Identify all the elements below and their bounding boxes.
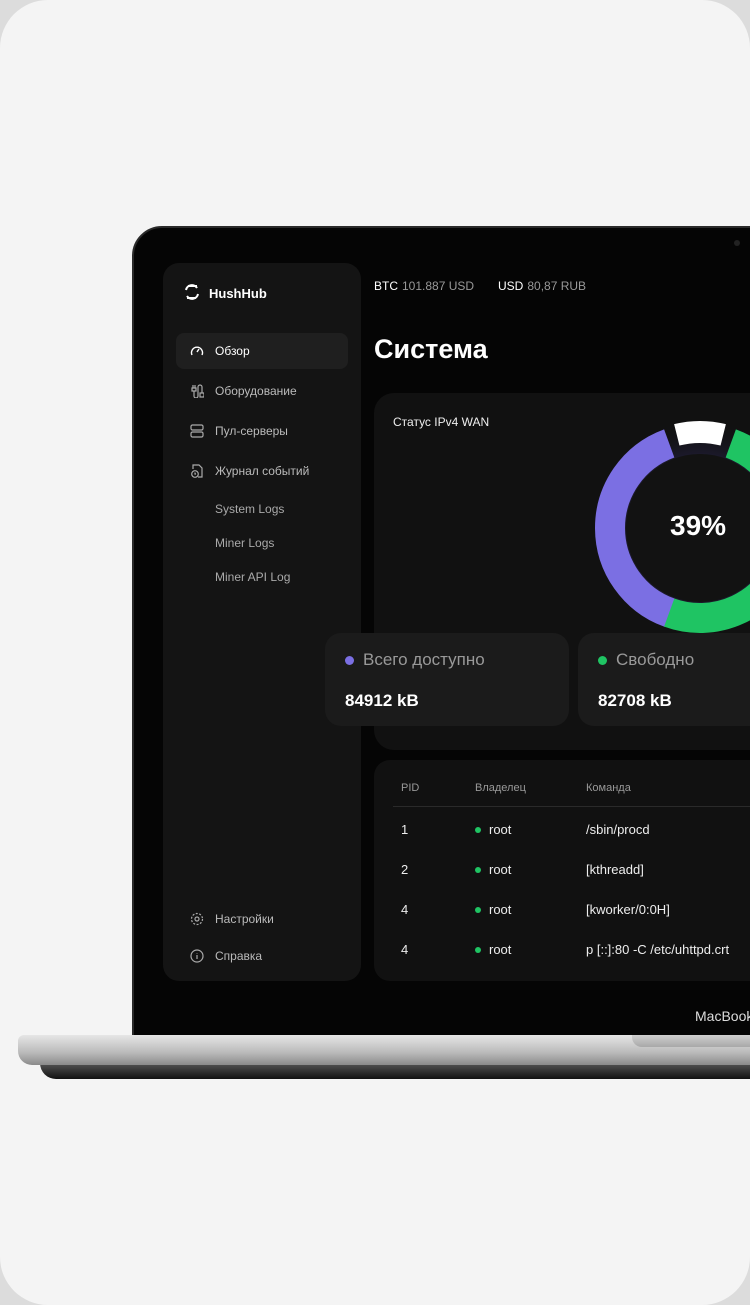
sidebar-item-label: Настройки bbox=[215, 912, 274, 926]
logo-icon bbox=[183, 283, 201, 304]
owner-name: root bbox=[489, 902, 512, 917]
cell-pid: 2 bbox=[401, 862, 409, 877]
owner-name: root bbox=[489, 822, 512, 837]
status-dot bbox=[475, 906, 481, 913]
sidebar-item-overview[interactable]: Обзор bbox=[176, 333, 348, 369]
cell-pid: 1 bbox=[401, 822, 409, 837]
ticker-symbol: BTC bbox=[374, 279, 398, 293]
card-title: Статус IPv4 WAN bbox=[393, 415, 490, 429]
app-logo[interactable]: HushHub bbox=[183, 283, 267, 304]
app-name: HushHub bbox=[209, 286, 267, 301]
column-header-owner: Владелец bbox=[475, 782, 526, 794]
cell-owner: root bbox=[475, 822, 511, 837]
owner-name: root bbox=[489, 942, 512, 957]
donut-free-segment bbox=[664, 429, 750, 633]
header-divider bbox=[393, 806, 750, 807]
ticker-btc: BTC 101.887 USD bbox=[374, 279, 474, 293]
camera bbox=[734, 240, 740, 246]
stat-label: Свободно bbox=[616, 650, 695, 669]
sidebar-subitem-miner-api-log[interactable]: Miner API Log bbox=[215, 570, 291, 584]
status-dot bbox=[475, 826, 481, 833]
info-icon bbox=[189, 948, 205, 964]
sidebar-item-label: Пул-серверы bbox=[215, 424, 288, 438]
gear-icon bbox=[189, 911, 205, 927]
column-header-pid: PID bbox=[401, 782, 420, 794]
cell-command: [kworker/0:0H] bbox=[586, 902, 670, 917]
stat-value: 82708 kB bbox=[598, 691, 672, 710]
legend-dot-purple bbox=[345, 655, 354, 665]
server-icon bbox=[189, 423, 205, 439]
status-dot bbox=[475, 866, 481, 873]
stat-free: Свободно 82708 kB bbox=[578, 633, 750, 726]
stat-label: Всего доступно bbox=[363, 650, 485, 669]
ticker-value: 80,87 RUB bbox=[527, 279, 587, 293]
cell-owner: root bbox=[475, 862, 511, 877]
sidebar-item-event-log[interactable]: Журнал событий bbox=[176, 453, 348, 489]
donut-used-segment bbox=[595, 429, 676, 627]
stat-value: 84912 kB bbox=[345, 691, 419, 710]
sidebar-item-label: Справка bbox=[215, 949, 263, 963]
hardware-icon bbox=[189, 383, 205, 399]
page-title: Система bbox=[374, 334, 488, 364]
sidebar-item-pool-servers[interactable]: Пул-серверы bbox=[176, 413, 348, 449]
ticker-usd: USD 80,87 RUB bbox=[498, 279, 586, 293]
legend-dot-green bbox=[598, 655, 607, 665]
status-dot bbox=[475, 946, 481, 953]
owner-name: root bbox=[489, 862, 512, 877]
log-icon bbox=[189, 463, 205, 479]
sidebar-item-label: Обзор bbox=[215, 344, 250, 358]
donut-percent-label: 39% bbox=[670, 510, 727, 541]
device-brand-label: MacBook bbox=[695, 1008, 750, 1024]
cell-command: [kthreadd] bbox=[586, 862, 644, 877]
cell-command: p [::]:80 -C /etc/uhttpd.crt bbox=[586, 942, 730, 957]
sidebar-item-hardware[interactable]: Оборудование bbox=[176, 373, 348, 409]
ticker-symbol: USD bbox=[498, 279, 524, 293]
cell-command: /sbin/procd bbox=[586, 822, 650, 837]
laptop-base-shadow bbox=[40, 1063, 750, 1079]
sidebar-item-help[interactable]: Справка bbox=[176, 938, 348, 974]
gauge-icon bbox=[189, 343, 205, 359]
sidebar-subitem-miner-logs[interactable]: Miner Logs bbox=[215, 536, 275, 550]
cell-pid: 4 bbox=[401, 902, 409, 917]
sidebar: HushHub Обзор Оборудование Пул-серверы Ж… bbox=[163, 263, 361, 981]
laptop-base bbox=[18, 1035, 750, 1065]
column-header-command: Команда bbox=[586, 782, 631, 794]
ticker-value: 101.887 USD bbox=[402, 279, 475, 293]
process-table: PID Владелец Команда 1 root /sbin/procd … bbox=[374, 760, 750, 981]
sidebar-item-label: Оборудование bbox=[215, 384, 297, 398]
laptop-notch bbox=[632, 1035, 750, 1047]
sidebar-item-label: Журнал событий bbox=[215, 464, 310, 478]
sidebar-item-settings[interactable]: Настройки bbox=[176, 901, 348, 937]
sidebar-subitem-system-logs[interactable]: System Logs bbox=[215, 502, 285, 516]
cell-owner: root bbox=[475, 902, 511, 917]
donut-middle-segment bbox=[674, 421, 726, 446]
cell-owner: root bbox=[475, 942, 511, 957]
cell-pid: 4 bbox=[401, 942, 409, 957]
wan-donut-chart bbox=[590, 418, 750, 638]
stat-total-available: Всего доступно 84912 kB bbox=[325, 633, 569, 726]
